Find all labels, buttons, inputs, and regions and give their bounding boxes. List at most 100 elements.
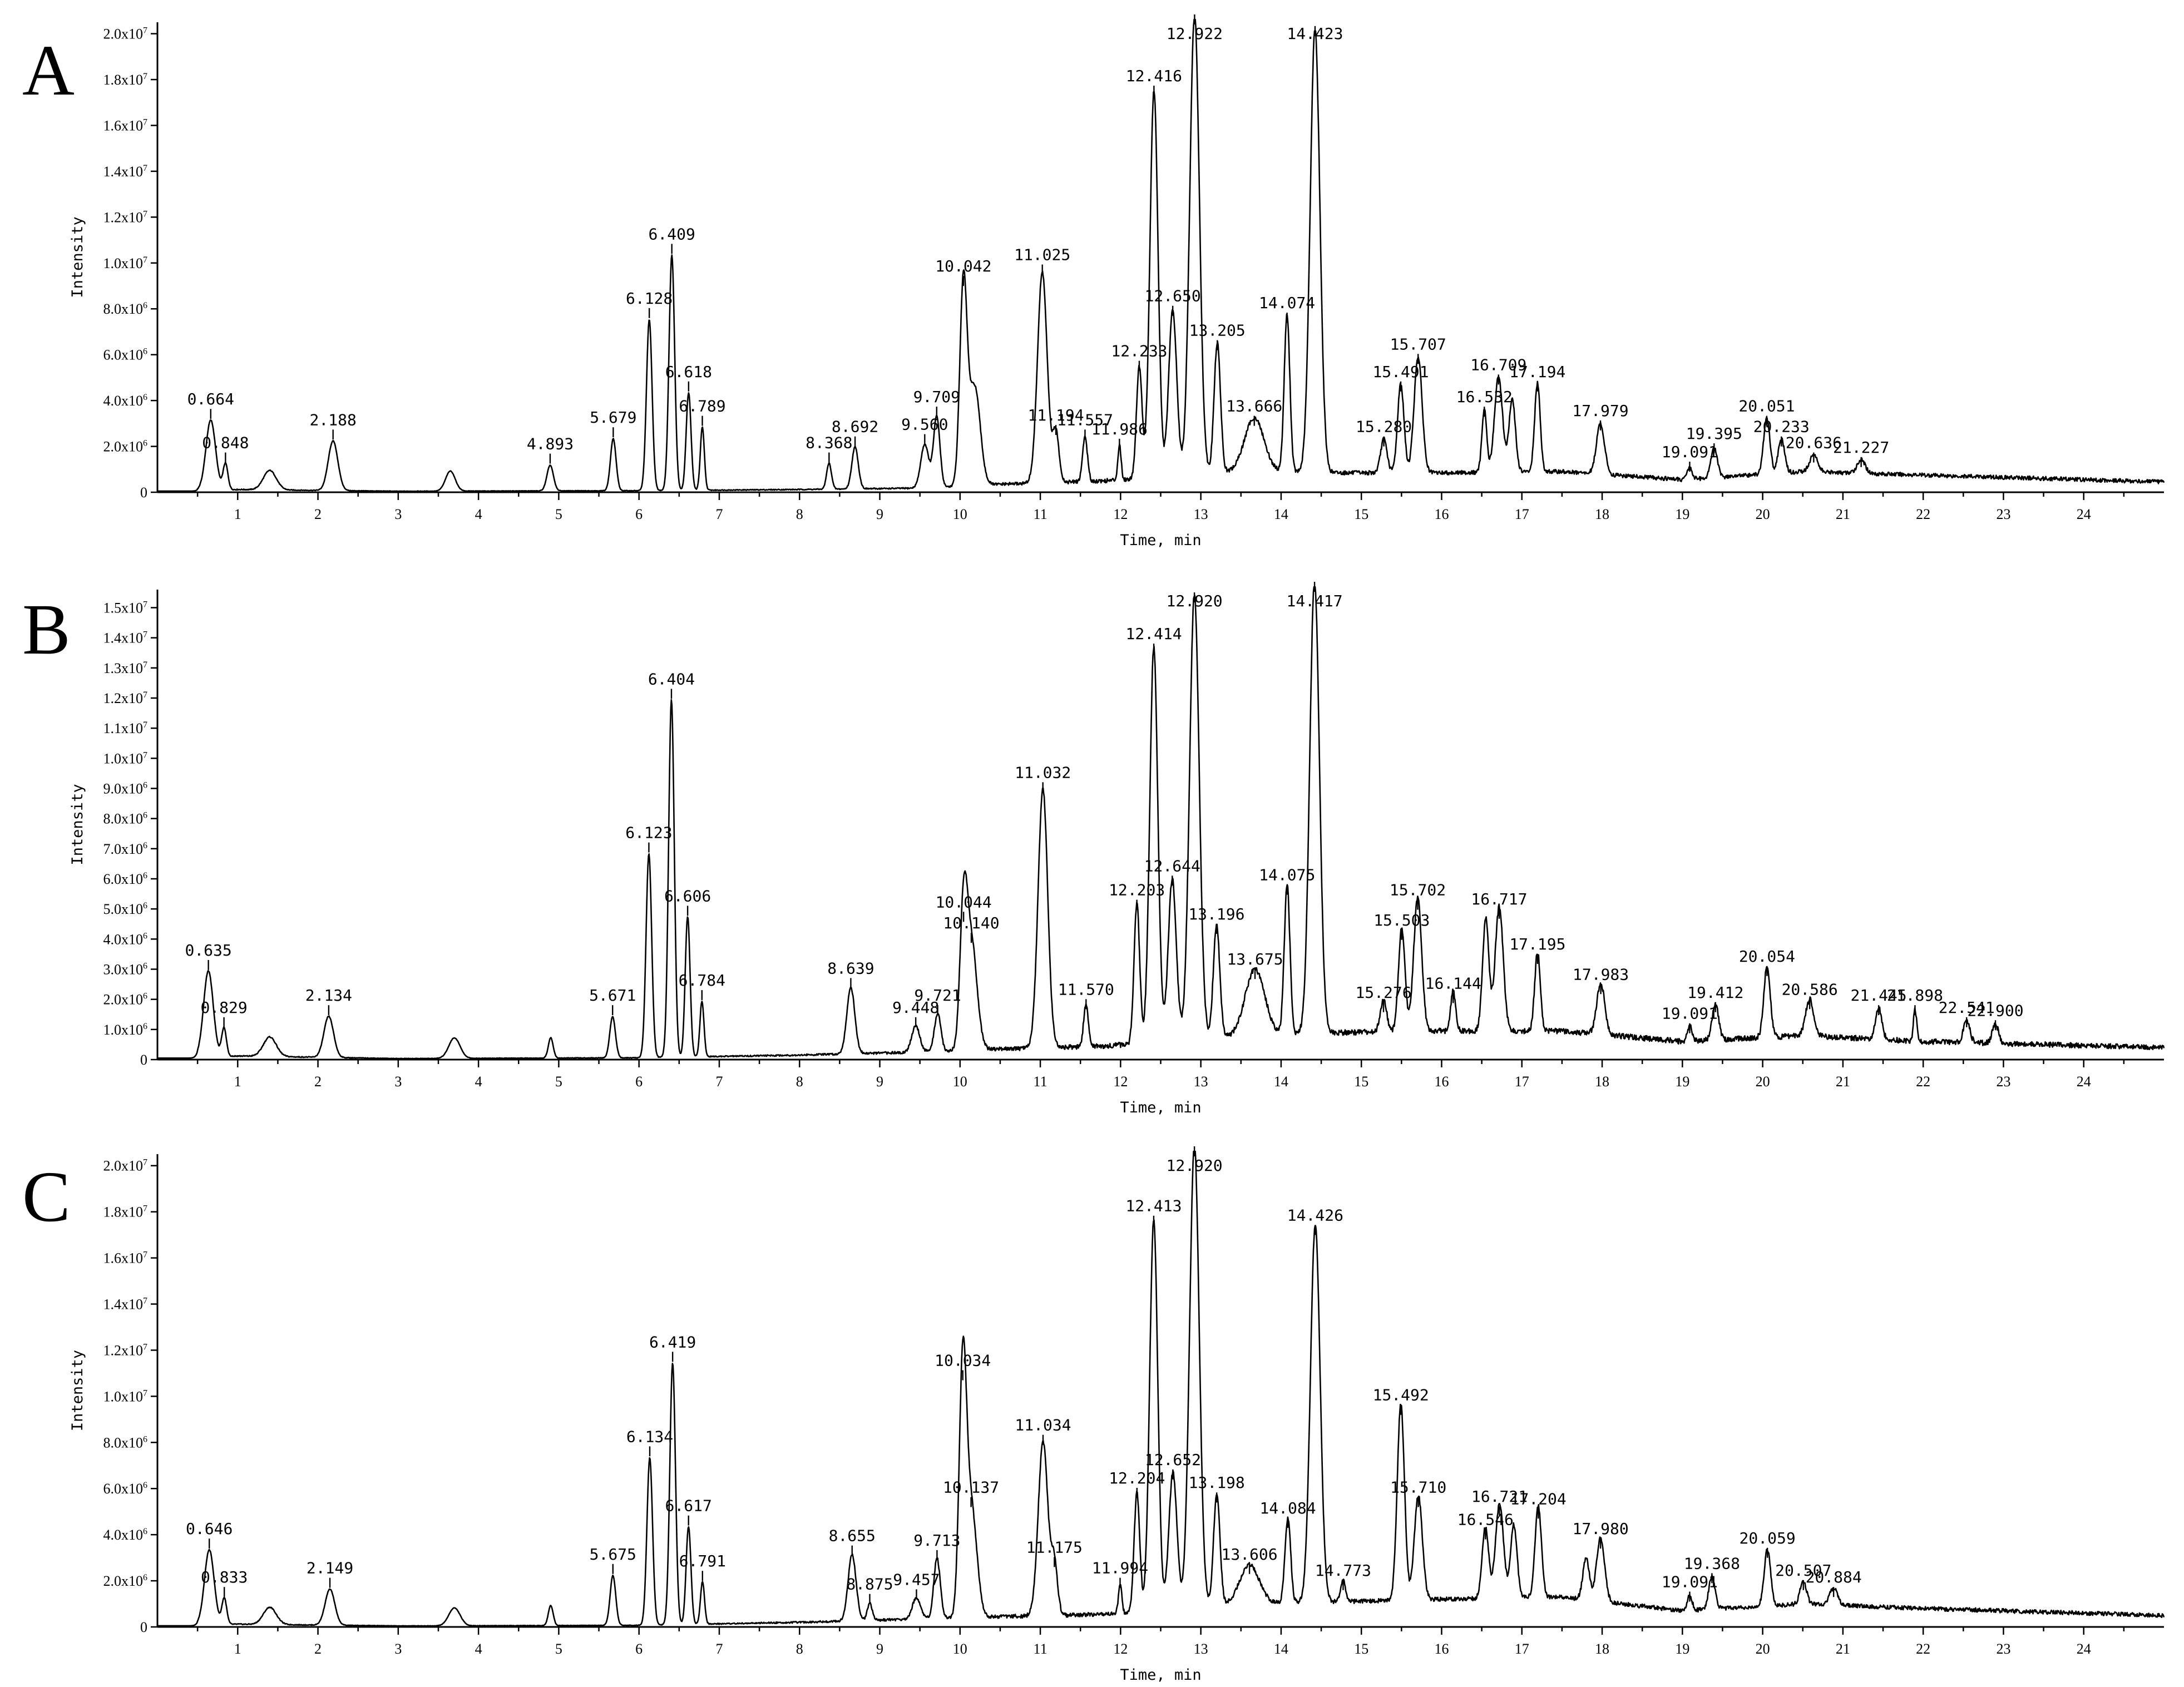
x-tick-label: 18 xyxy=(1595,1073,1609,1090)
peak-label: 11.175 xyxy=(1026,1538,1083,1556)
peak-label: 5.671 xyxy=(589,986,636,1005)
peak-label: 15.710 xyxy=(1390,1478,1446,1497)
x-tick-label: 11 xyxy=(1034,1641,1047,1657)
y-tick-label: 6.0x106 xyxy=(103,347,148,363)
peak-label: 6.617 xyxy=(665,1497,712,1515)
x-tick-label: 24 xyxy=(2077,1073,2091,1090)
peak-label: 19.091 xyxy=(1662,1005,1718,1023)
y-tick-label: 1.4x107 xyxy=(103,1297,148,1313)
x-tick-label: 22 xyxy=(1916,506,1930,522)
x-tick-label: 16 xyxy=(1434,506,1449,522)
peak-label: 2.188 xyxy=(310,410,357,429)
peak-label: 0.848 xyxy=(202,434,249,452)
peak-label: 19.412 xyxy=(1687,983,1743,1002)
y-tick-label: 1.0x107 xyxy=(103,1388,148,1404)
x-tick-label: 19 xyxy=(1675,1073,1689,1090)
peak-label: 2.134 xyxy=(305,986,352,1005)
x-tick-label: 8 xyxy=(796,506,803,522)
x-tick-label: 10 xyxy=(953,1073,967,1090)
peak-label: 13.666 xyxy=(1226,397,1282,415)
x-tick-label: 21 xyxy=(1836,506,1850,522)
peak-label: 13.606 xyxy=(1221,1545,1277,1564)
peak-label: 2.149 xyxy=(307,1559,353,1577)
x-tick-label: 4 xyxy=(475,1641,482,1657)
peak-label: 6.123 xyxy=(625,824,672,842)
peak-label: 8.692 xyxy=(832,418,878,436)
peak-label: 14.074 xyxy=(1259,294,1315,312)
x-tick-label: 4 xyxy=(475,1073,482,1090)
panel-letter: B xyxy=(22,590,71,670)
peak-label: 4.893 xyxy=(527,435,574,453)
x-tick-label: 19 xyxy=(1675,506,1689,522)
peak-label: 12.413 xyxy=(1125,1197,1182,1215)
x-tick-label: 9 xyxy=(876,506,883,522)
y-tick-label: 8.0x106 xyxy=(103,301,148,317)
peak-label: 12.204 xyxy=(1109,1469,1165,1487)
peak-label: 6.134 xyxy=(626,1427,673,1446)
x-tick-label: 1 xyxy=(234,506,241,522)
peak-label: 16.721 xyxy=(1471,1487,1528,1506)
peak-label: 17.980 xyxy=(1573,1520,1629,1538)
peak-label: 10.042 xyxy=(935,257,991,275)
chromatogram-trace xyxy=(157,586,2165,1060)
y-tick-label: 1.6x107 xyxy=(103,1250,148,1267)
x-tick-label: 22 xyxy=(1916,1641,1930,1657)
peak-label: 16.709 xyxy=(1470,355,1526,374)
peak-label: 15.491 xyxy=(1372,363,1429,381)
x-tick-label: 23 xyxy=(1996,1073,2010,1090)
x-axis-title: Time, min xyxy=(1120,1099,1201,1116)
y-tick-label: 4.0x106 xyxy=(103,931,148,947)
peak-label: 0.635 xyxy=(185,941,231,959)
y-tick-label: 1.0x107 xyxy=(103,255,148,271)
x-tick-label: 14 xyxy=(1274,1641,1288,1657)
x-tick-label: 18 xyxy=(1595,506,1609,522)
y-tick-label: 1.2x107 xyxy=(103,209,148,225)
x-tick-label: 7 xyxy=(715,506,723,522)
x-tick-label: 10 xyxy=(953,506,967,522)
peak-label: 6.404 xyxy=(648,670,695,688)
y-tick-label: 0 xyxy=(140,1052,147,1068)
peak-label: 6.409 xyxy=(649,225,695,243)
chromatogram-trace xyxy=(157,18,2165,492)
x-tick-label: 17 xyxy=(1515,1641,1529,1657)
x-tick-label: 16 xyxy=(1434,1641,1449,1657)
x-tick-label: 21 xyxy=(1836,1073,1850,1090)
panel-letter: C xyxy=(22,1157,71,1237)
x-tick-label: 6 xyxy=(635,1641,643,1657)
peak-label: 9.713 xyxy=(913,1531,960,1550)
x-tick-label: 22 xyxy=(1916,1073,1930,1090)
peak-label: 12.920 xyxy=(1167,592,1223,610)
y-tick-label: 3.0x106 xyxy=(103,962,148,978)
peak-label: 20.051 xyxy=(1738,397,1795,415)
y-tick-label: 1.4x107 xyxy=(103,164,148,180)
x-tick-label: 3 xyxy=(394,1641,402,1657)
x-tick-label: 12 xyxy=(1113,1641,1128,1657)
chromatogram-panel-a: A 0 2.0x106 4.0x106 6.0x106 8.0x106 1.0x107 1.2… xyxy=(22,14,2165,549)
x-tick-label: 5 xyxy=(555,506,562,522)
peak-label: 15.280 xyxy=(1356,418,1412,436)
peak-label: 20.884 xyxy=(1806,1568,1862,1586)
peak-label: 6.419 xyxy=(649,1333,696,1351)
peak-label: 20.507 xyxy=(1775,1561,1831,1580)
chromatogram-panel-c: C 0 2.0x106 4.0x106 6.0x106 8.0x106 1.0x107 1.2… xyxy=(22,1146,2165,1684)
peak-label: 12.650 xyxy=(1145,287,1201,305)
peak-label: 19.091 xyxy=(1662,443,1718,461)
x-tick-label: 10 xyxy=(953,1641,967,1657)
peak-label: 11.194 xyxy=(1027,406,1084,424)
y-tick-label: 2.0x106 xyxy=(103,992,148,1008)
peak-label: 16.546 xyxy=(1457,1511,1514,1529)
x-tick-label: 16 xyxy=(1434,1073,1449,1090)
y-tick-label: 6.0x106 xyxy=(103,1481,148,1497)
x-tick-label: 1 xyxy=(234,1641,241,1657)
peak-label: 11.032 xyxy=(1015,763,1071,781)
peak-label: 17.195 xyxy=(1509,935,1565,953)
x-tick-label: 4 xyxy=(475,506,482,522)
peak-label: 15.492 xyxy=(1373,1386,1429,1404)
y-tick-label: 4.0x106 xyxy=(103,1527,148,1543)
x-tick-label: 23 xyxy=(1996,506,2010,522)
y-tick-label: 1.0x106 xyxy=(103,1022,148,1038)
peak-label: 15.702 xyxy=(1390,881,1446,899)
x-tick-label: 17 xyxy=(1515,506,1529,522)
peak-label: 8.875 xyxy=(846,1575,893,1594)
